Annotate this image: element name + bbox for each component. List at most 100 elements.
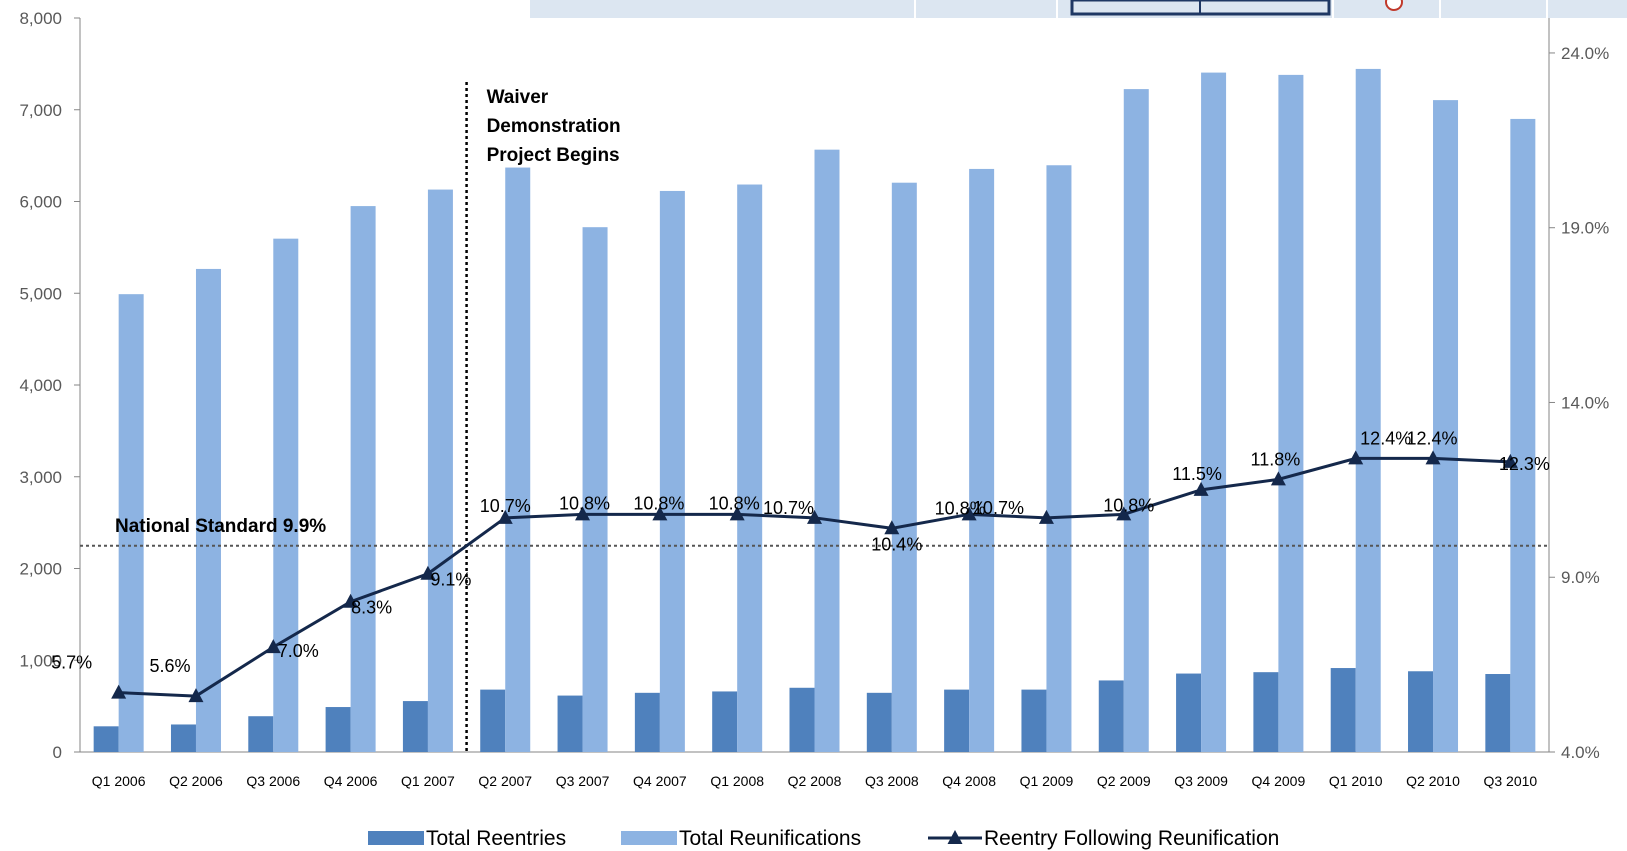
x-tick-label: Q1 2006 — [92, 773, 146, 789]
top-table-strip — [530, 0, 1627, 18]
legend-label-total-reunifications: Total Reunifications — [679, 827, 861, 850]
x-tick-label: Q2 2010 — [1406, 773, 1460, 789]
reentry-marker — [188, 688, 204, 703]
reentry-marker — [265, 639, 281, 654]
reentry-data-label: 12.4% — [1360, 428, 1411, 448]
bar-total-reunifications — [1046, 165, 1072, 753]
reentry-marker — [884, 520, 900, 535]
bar-total-reentries — [789, 687, 815, 752]
x-tick-label: Q3 2007 — [556, 773, 610, 789]
bar-total-reunifications — [891, 182, 917, 752]
legend-swatch-total-reunifications — [621, 831, 677, 845]
national-standard-label: National Standard 9.9% — [115, 516, 326, 537]
bar-total-reentries — [1176, 673, 1202, 752]
reentry-data-label: 11.8% — [1251, 449, 1301, 469]
reentry-marker — [1038, 509, 1054, 524]
left-tick-label: 3,000 — [19, 468, 62, 487]
reentry-marker — [1502, 453, 1518, 468]
reentry-data-label: 5.7% — [51, 653, 92, 673]
right-tick-label: 19.0% — [1561, 219, 1609, 238]
bars — [93, 68, 1536, 753]
right-tick-label: 24.0% — [1561, 44, 1609, 63]
x-axis-ticks: Q1 2006 Q2 2006 Q3 2006 Q4 2006 Q1 2007 Q2 20… — [92, 773, 1538, 789]
left-tick-label: 6,000 — [19, 193, 62, 212]
reentry-marker — [1348, 450, 1364, 465]
bar-total-reunifications — [195, 268, 221, 752]
bar-total-reentries — [1253, 672, 1279, 752]
bar-total-reentries — [248, 716, 274, 752]
reentry-marker — [111, 684, 127, 699]
waiver-label-line: Project Begins — [487, 145, 620, 166]
x-tick-label: Q1 2007 — [401, 773, 455, 789]
reentry-data-label: 7.0% — [278, 641, 319, 661]
national-standard-line: National Standard 9.9% — [80, 516, 1549, 547]
x-tick-label: Q3 2008 — [865, 773, 919, 789]
x-tick-label: Q3 2009 — [1174, 773, 1228, 789]
reentry-data-label: 10.8% — [709, 493, 760, 513]
bar-total-reentries — [1330, 668, 1356, 752]
reentry-data-label: 10.8% — [935, 498, 986, 518]
reentry-marker — [420, 565, 436, 580]
legend-label-total-reentries: Total Reentries — [426, 827, 566, 850]
reentry-data-label: 5.6% — [149, 656, 190, 676]
reentry-marker — [1116, 506, 1132, 521]
bar-total-reunifications — [1510, 118, 1536, 753]
x-tick-label: Q3 2006 — [246, 773, 300, 789]
bar-total-reunifications — [427, 189, 453, 752]
bar-total-reunifications — [814, 149, 840, 752]
x-tick-label: Q4 2009 — [1252, 773, 1306, 789]
reentry-marker — [652, 506, 668, 521]
waiver-label-line: Waiver — [487, 87, 549, 108]
reentry-marker — [1425, 450, 1441, 465]
x-tick-label: Q2 2009 — [1097, 773, 1151, 789]
x-tick-label: Q2 2008 — [788, 773, 842, 789]
waiver-annotation: Waiver Demonstration Project Begins — [465, 82, 621, 752]
reentry-data-label: 10.8% — [559, 493, 610, 513]
left-tick-label: 8,000 — [19, 9, 62, 28]
left-tick-label: 4,000 — [19, 376, 62, 395]
bar-total-reentries — [93, 726, 119, 752]
reentry-data-label: 10.8% — [1103, 495, 1154, 515]
reentry-data-label: 10.8% — [633, 493, 684, 513]
bar-total-reunifications — [737, 184, 763, 752]
legend-marker-reentry — [947, 830, 963, 844]
bar-total-reentries — [480, 689, 506, 752]
reentry-marker — [343, 593, 359, 608]
left-tick-label: 2,000 — [19, 560, 62, 579]
bar-total-reunifications — [659, 190, 685, 753]
reentry-data-label: 9.1% — [430, 570, 471, 590]
reentry-marker — [1193, 481, 1209, 496]
reentry-data-label: 12.4% — [1407, 428, 1458, 448]
reentry-data-label: 10.7% — [480, 496, 531, 516]
reentry-data-label: 10.7% — [973, 498, 1024, 518]
bar-total-reentries — [1408, 671, 1434, 752]
bar-total-reunifications — [1278, 74, 1304, 752]
left-tick-label: 1,000 — [19, 651, 62, 670]
left-tick-label: 0 — [53, 743, 62, 762]
right-tick-label: 4.0% — [1561, 743, 1600, 762]
reentry-marker — [575, 506, 591, 521]
x-tick-label: Q3 2010 — [1483, 773, 1537, 789]
bar-total-reentries — [170, 724, 196, 752]
bar-total-reunifications — [273, 238, 299, 752]
x-tick-label: Q2 2007 — [478, 773, 532, 789]
reentry-marker — [497, 509, 513, 524]
reentry-data-label: 11.5% — [1172, 464, 1222, 484]
reentry-line-series: 5.7% 5.6%7.0%8.3%9.1%10.7% 10.8% 10.8% 10.8%… — [51, 428, 1550, 703]
bar-total-reunifications — [1433, 100, 1459, 752]
bar-total-reentries — [944, 689, 970, 752]
x-tick-label: Q4 2006 — [324, 773, 378, 789]
reentry-marker — [1270, 471, 1286, 486]
bar-total-reentries — [557, 695, 583, 752]
left-axis-ticks: 0 1,000 2,000 3,000 4,000 5,000 6,000 7,000 8,00… — [19, 9, 80, 762]
x-tick-label: Q1 2008 — [710, 773, 764, 789]
bar-total-reentries — [634, 692, 660, 752]
reentry-data-label: 8.3% — [351, 598, 392, 618]
bar-total-reunifications — [118, 294, 144, 752]
reentry-data-label: 12.3% — [1499, 454, 1550, 474]
bar-total-reentries — [1021, 689, 1047, 752]
bar-total-reunifications — [350, 206, 376, 752]
bar-total-reunifications — [1123, 89, 1149, 752]
bar-total-reunifications — [969, 168, 995, 752]
